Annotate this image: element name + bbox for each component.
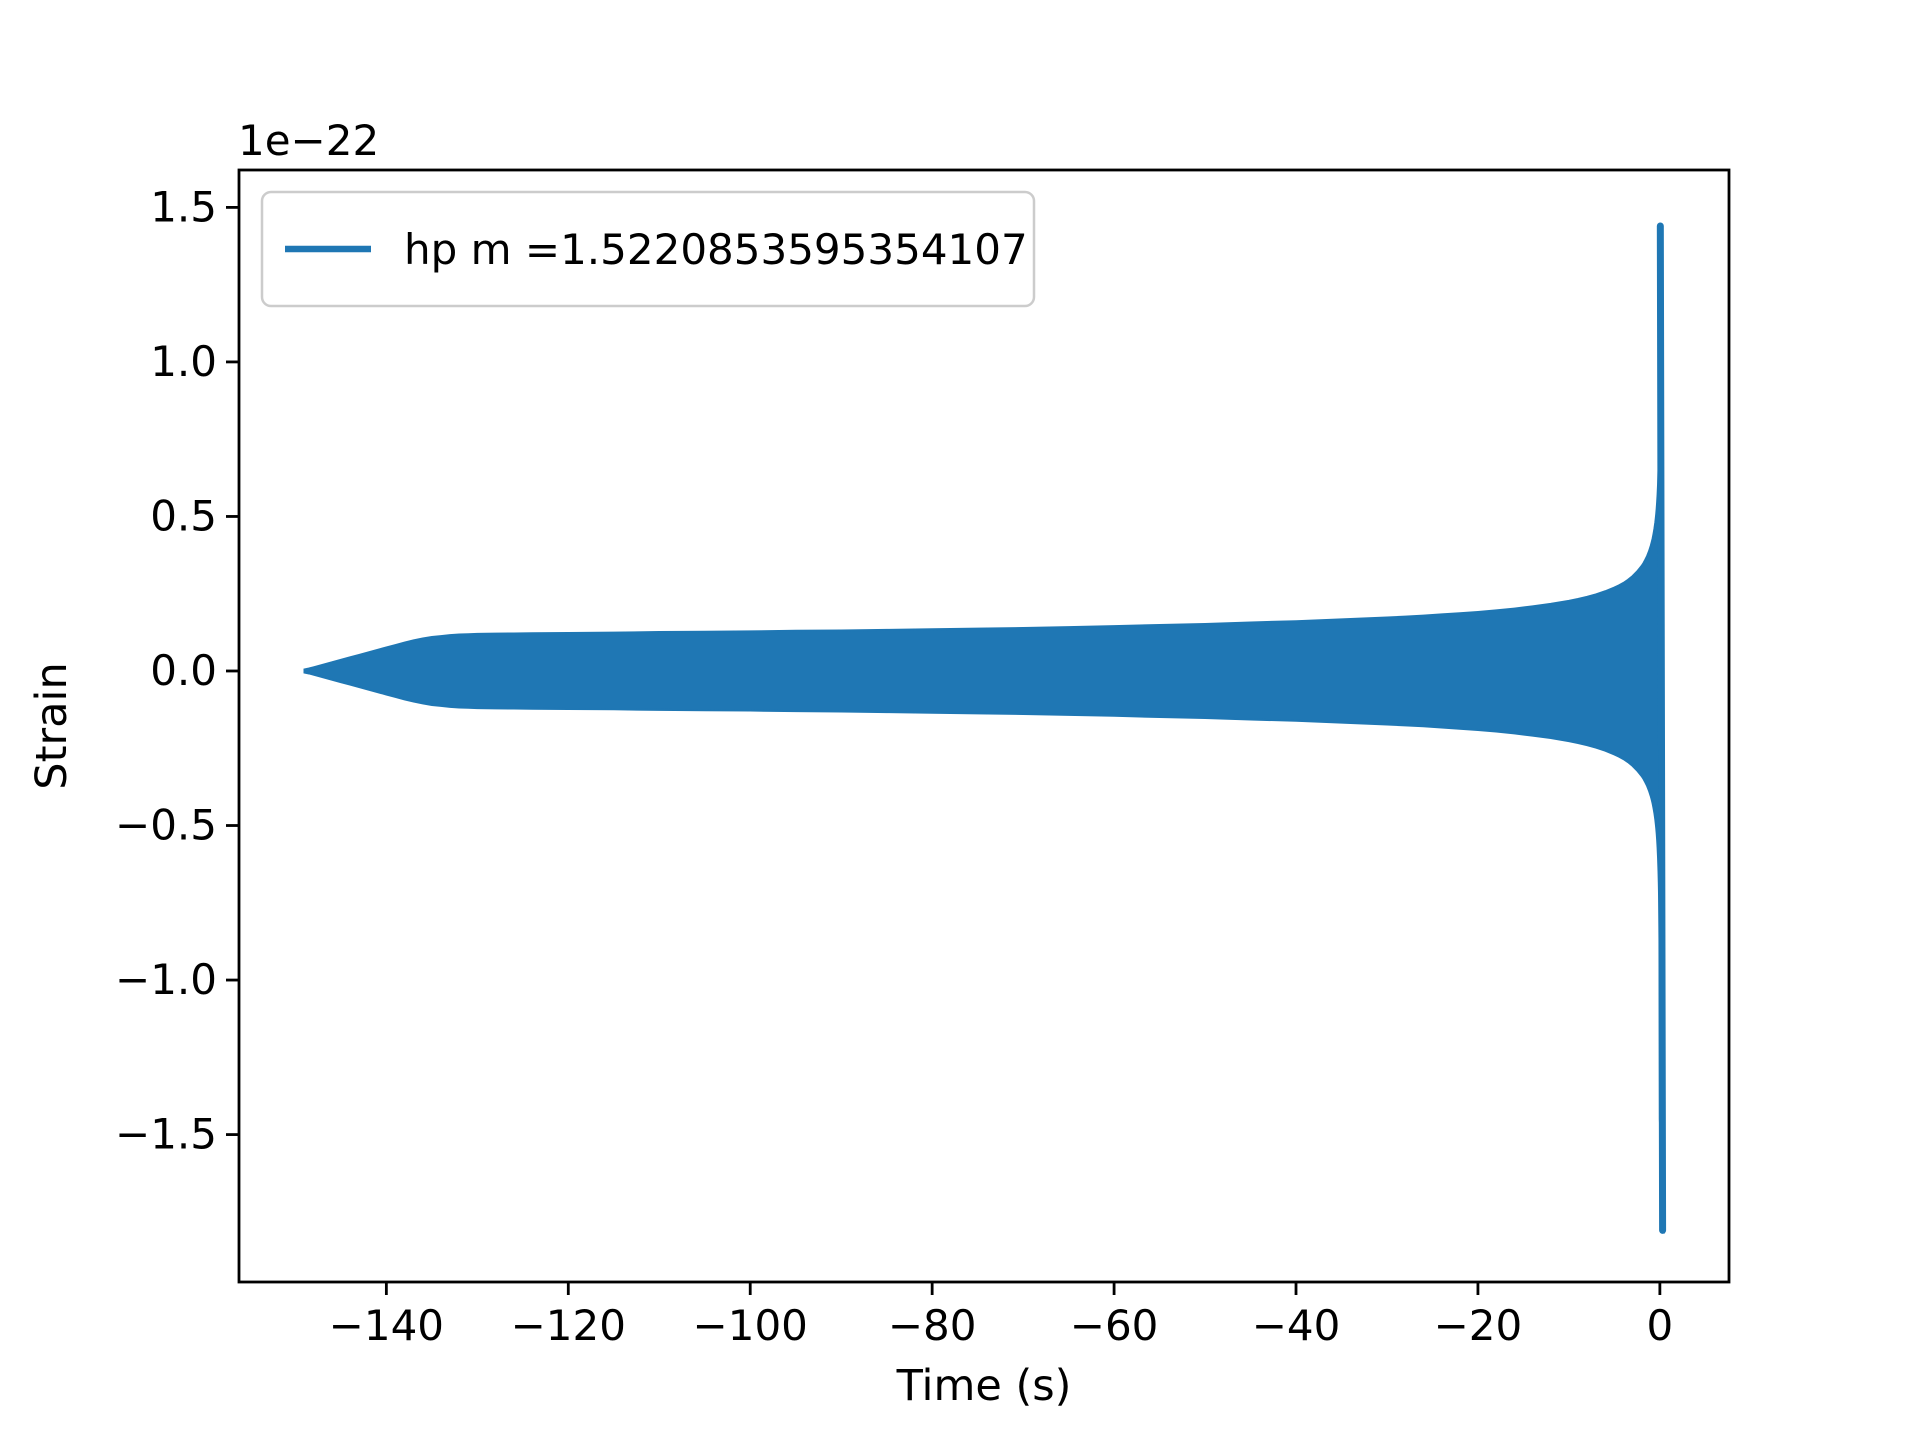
merger-spike — [1656, 222, 1667, 1234]
y-tick-label: 1.5 — [150, 182, 217, 231]
x-tick-label: −140 — [329, 1301, 444, 1350]
y-tick-label: 1.0 — [150, 337, 217, 386]
y-tick-label: 0.0 — [150, 646, 217, 695]
y-axis-label: Strain — [27, 662, 77, 789]
x-axis-label: Time (s) — [896, 1361, 1072, 1411]
x-tick-label: −100 — [693, 1301, 808, 1350]
x-tick-label: 0 — [1646, 1301, 1673, 1350]
legend: hp m =1.5220853595354107 — [260, 190, 1036, 308]
x-axis-ticks: −140 −120 −100 −80 −60 −40 −20 0 — [329, 1282, 1673, 1350]
y-axis-ticks: −1.5 −1.0 −0.5 0.0 0.5 1.0 1.5 — [115, 182, 239, 1159]
x-tick-label: −80 — [888, 1301, 977, 1350]
x-tick-label: −120 — [511, 1301, 626, 1350]
legend-label: hp m =1.5220853595354107 — [404, 225, 1028, 274]
y-tick-label: −1.0 — [115, 955, 217, 1004]
y-axis-offset-text: 1e−22 — [238, 116, 379, 165]
x-tick-label: −60 — [1070, 1301, 1159, 1350]
waveform-layer — [303, 222, 1667, 1234]
x-tick-label: −20 — [1434, 1301, 1523, 1350]
x-tick-label: −40 — [1252, 1301, 1341, 1350]
y-tick-label: −0.5 — [115, 801, 217, 850]
axes-frame — [237, 168, 1731, 1284]
legend-box — [260, 190, 1036, 308]
y-tick-label: −1.5 — [115, 1110, 217, 1159]
y-tick-label: 0.5 — [150, 491, 217, 540]
